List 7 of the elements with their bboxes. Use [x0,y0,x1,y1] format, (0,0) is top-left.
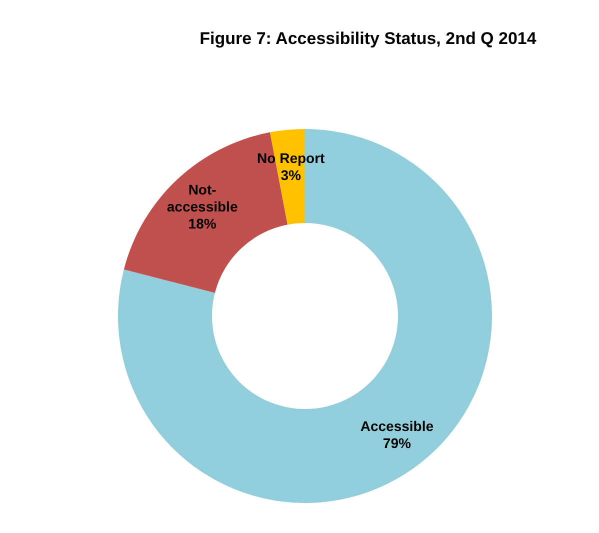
slice-label: Not-accessible [166,182,238,215]
data-label: 79% [382,435,412,452]
data-label: 3% [280,167,302,184]
chart-title: Figure 7: Accessibility Status, 2nd Q 2014 [200,29,537,48]
data-label: 18% [188,216,217,232]
slice-label: Accessible [360,418,434,434]
donut-slice [118,129,492,503]
